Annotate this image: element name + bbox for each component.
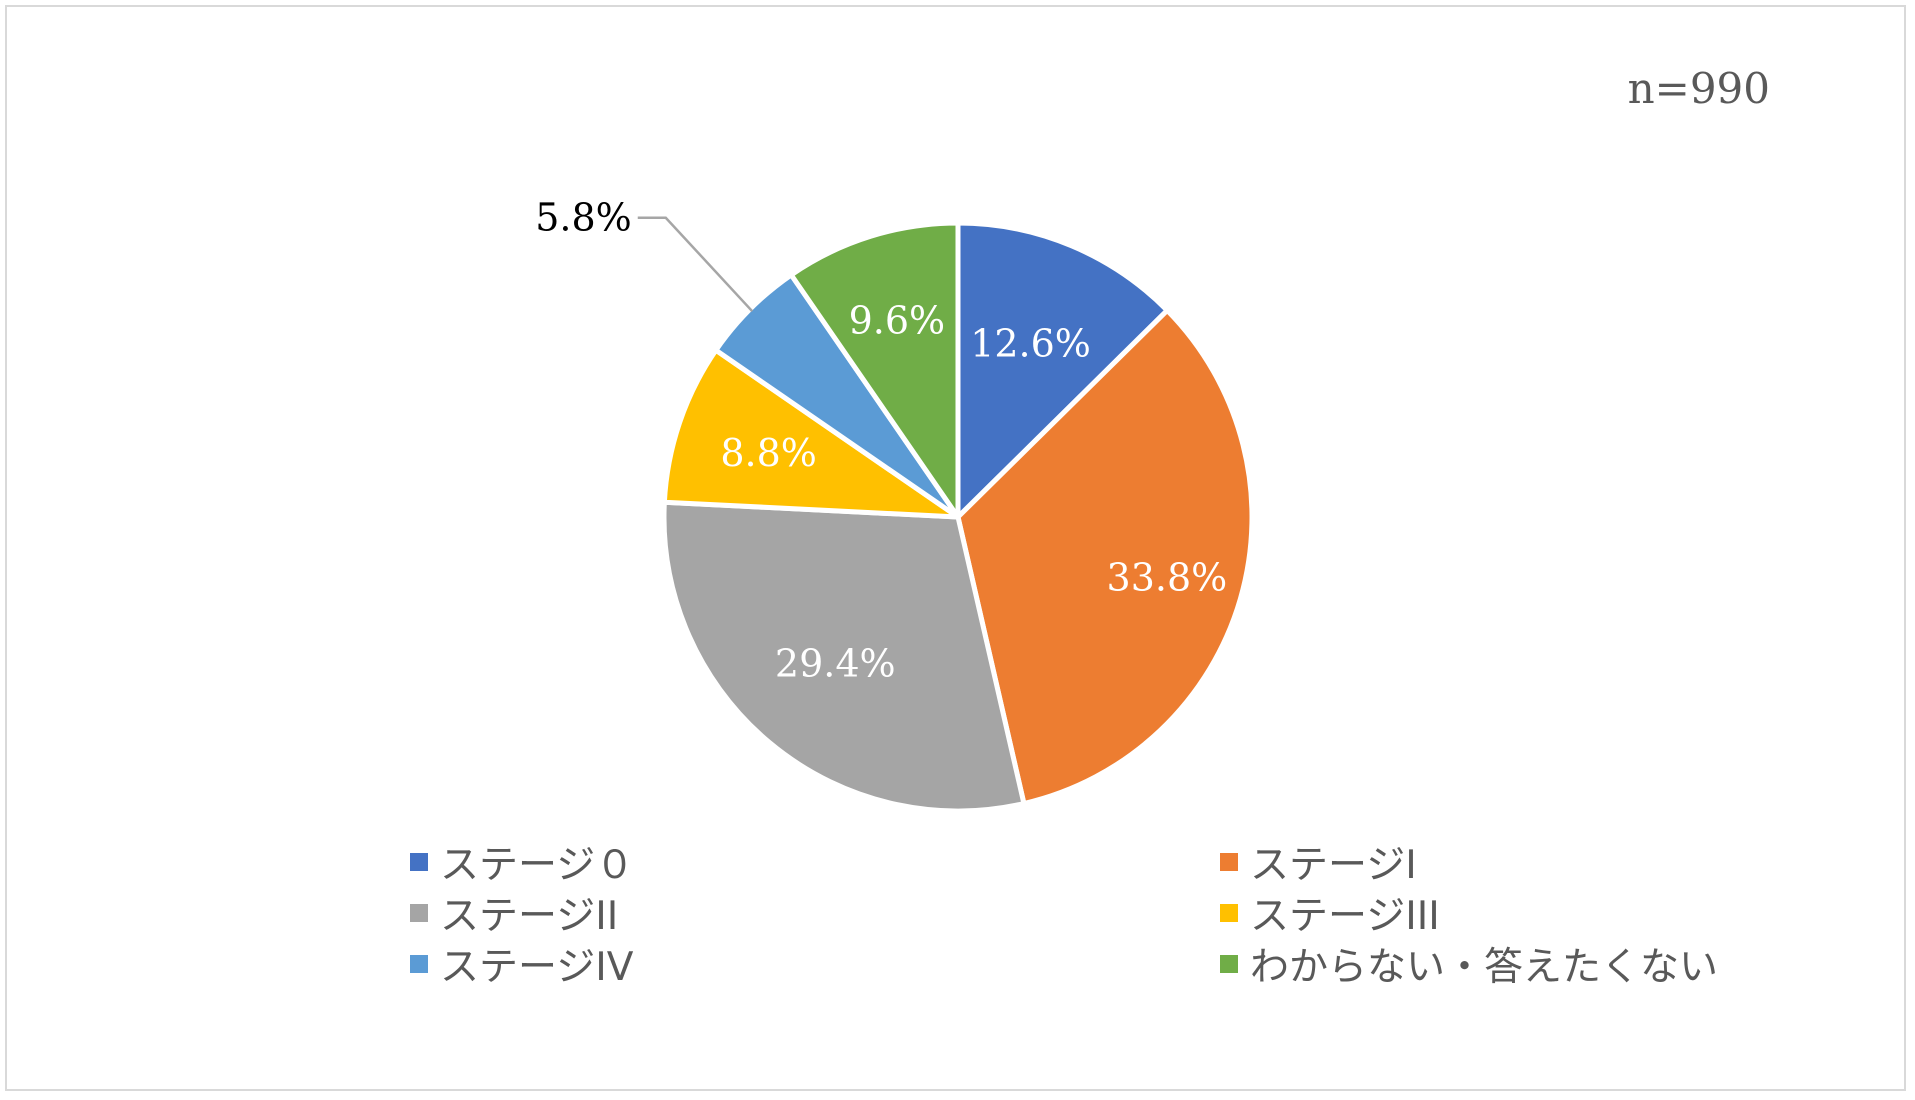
data-label: 9.6% [849,298,946,342]
legend-item: ステージⅠⅤ [410,940,1220,990]
legend-label: ステージⅠⅠⅠ [1250,894,1440,939]
pie-slice [661,499,1027,814]
legend-item: わからない・答えたくない [1220,940,1810,990]
data-label: 5.8% [535,196,632,240]
data-labels: 12.6% 33.8% 29.4% 8.8% 5.8% 9.6% [535,196,1227,686]
legend-label: わからない・答えたくない [1250,945,1719,990]
legend-swatch [410,904,428,922]
legend-swatch [410,955,428,973]
legend-item: ステージⅠ [1220,838,1810,888]
pie-slice [661,347,961,520]
legend-label: ステージ０ [440,843,635,888]
legend-label: ステージⅠⅠ [440,894,619,939]
data-label: 12.6% [970,321,1091,365]
data-label: 33.8% [1107,556,1228,600]
legend-swatch [1220,955,1238,973]
leader-line [637,216,754,313]
legend-label: ステージⅠ [1250,843,1417,888]
data-label: 8.8% [720,431,817,475]
pie-slices [661,220,1255,814]
pie-slice [788,220,961,520]
sample-size-note: n=990 [1628,64,1770,113]
legend-swatch [1220,904,1238,922]
data-label: 29.4% [775,641,896,685]
legend-item: ステージⅠⅠⅠ [1220,889,1810,939]
pie-slice [955,220,1170,520]
pie-slice [955,307,1255,807]
legend-swatch [1220,853,1238,871]
legend: ステージ０ ステージⅠ ステージⅠⅠ ステージⅠⅠⅠ ステージⅠⅤ わからない・… [410,838,1810,990]
legend-swatch [410,853,428,871]
legend-label: ステージⅠⅤ [440,945,634,990]
legend-item: ステージ０ [410,838,1220,888]
legend-item: ステージⅠⅠ [410,889,1220,939]
